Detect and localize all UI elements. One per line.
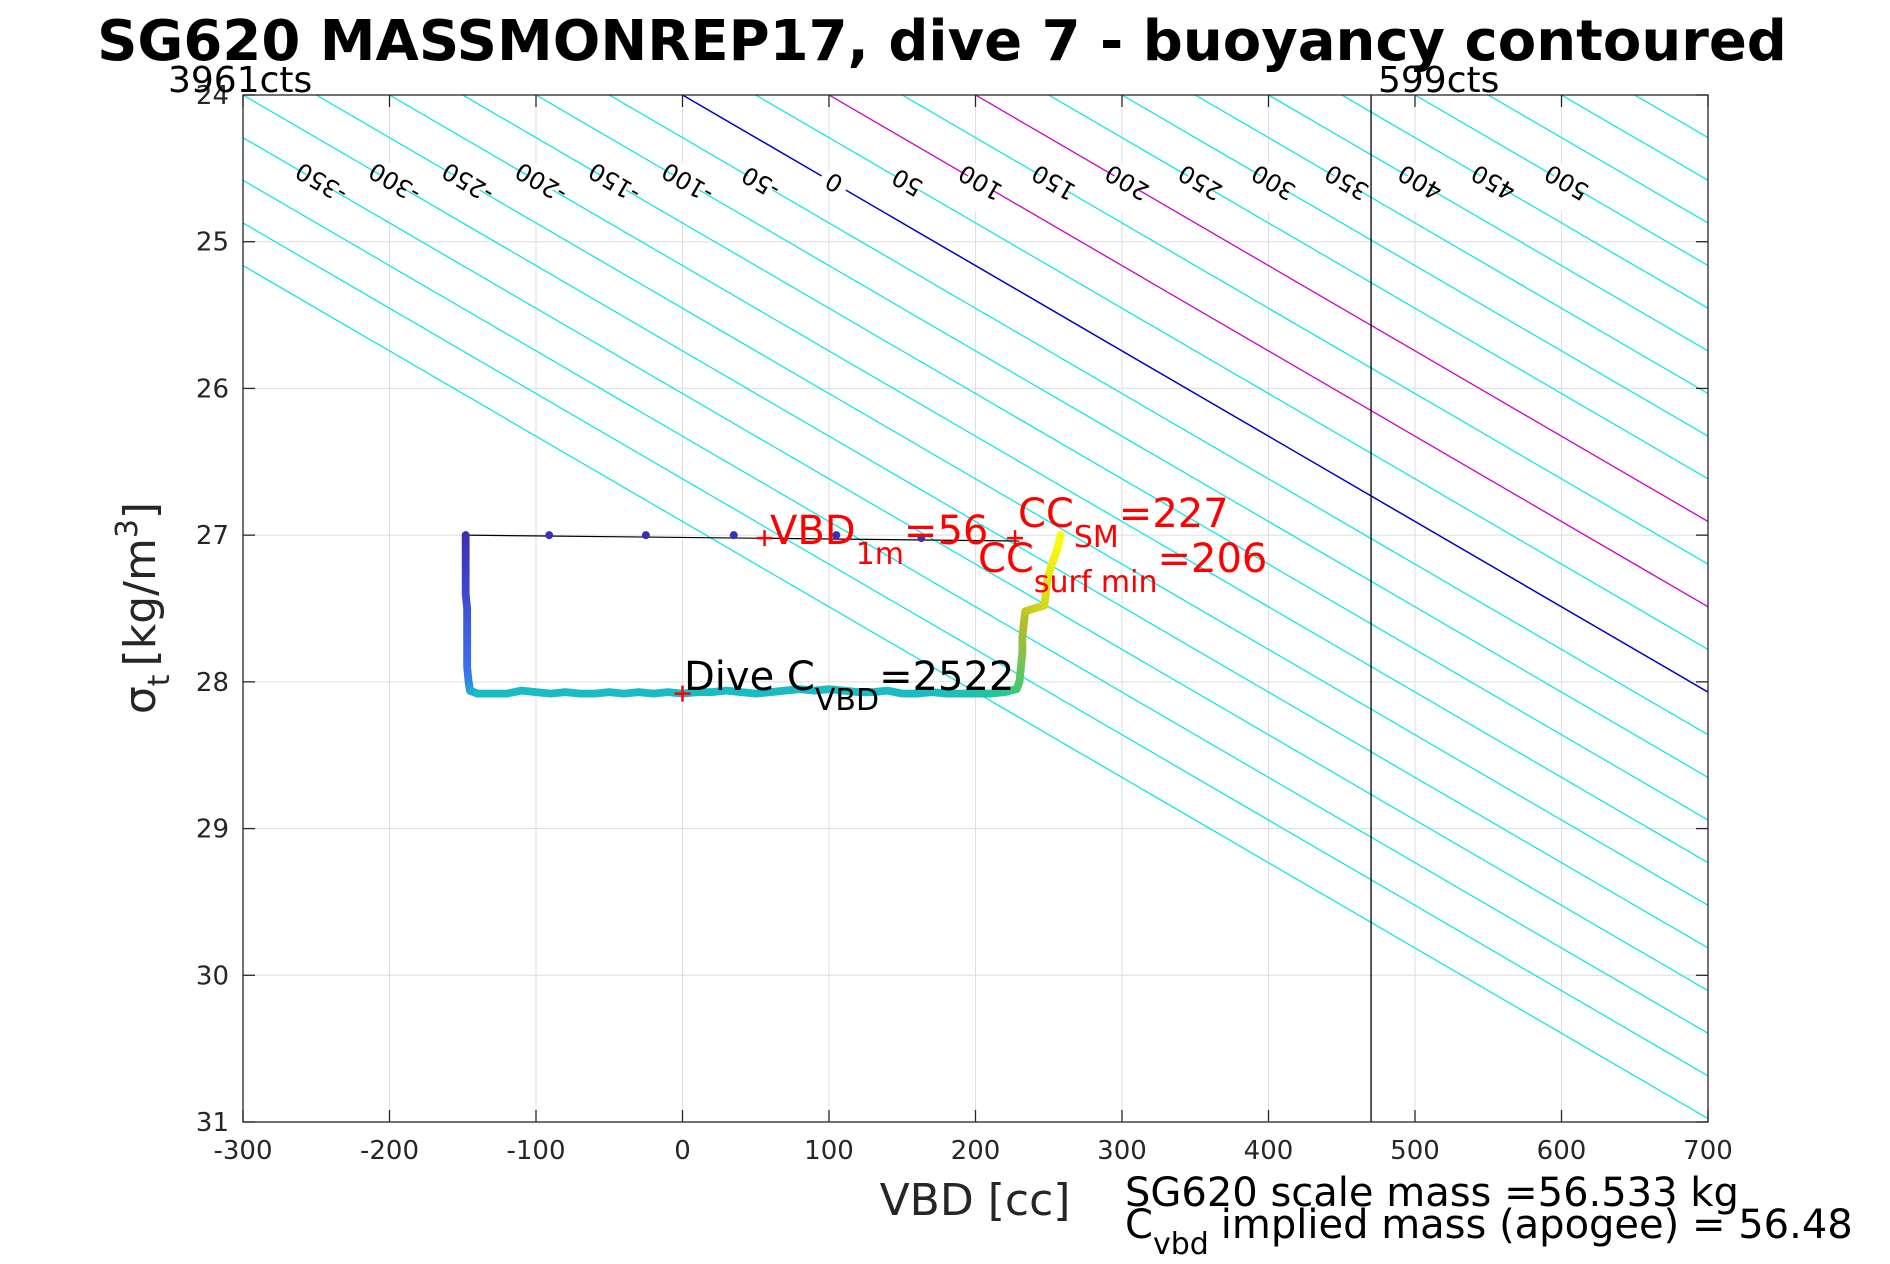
cc-sm-value: =227 — [1119, 491, 1229, 537]
cc-surf-min-main: CC — [978, 536, 1034, 582]
y-axis-label-units: [kg/m — [115, 538, 166, 666]
dive-cvbd-sub: VBD — [815, 683, 879, 718]
y-axis-label-close: ] — [115, 502, 166, 519]
corner-left-label: 3961cts — [168, 60, 312, 101]
surface-point — [730, 531, 738, 539]
y-tick-label: 26 — [196, 374, 229, 404]
y-tick-label: 30 — [196, 961, 229, 991]
x-tick-label: -200 — [360, 1136, 419, 1166]
y-axis-label-main: σ — [115, 686, 166, 714]
y-axis-label-sub: t — [142, 674, 177, 686]
y-tick-label: 31 — [196, 1108, 229, 1138]
cc-sm-main: CC — [1018, 491, 1074, 537]
x-tick-label: 500 — [1390, 1136, 1440, 1166]
y-tick-label: 28 — [196, 668, 229, 698]
cvbd-mass-label: implied mass (apogee) = 56.48 — [1221, 1202, 1853, 1248]
x-tick-label: -100 — [506, 1136, 565, 1166]
cc-sm-sub: SM — [1074, 520, 1119, 555]
vbd-1m-sub: 1m — [856, 537, 904, 572]
x-tick-label: -300 — [213, 1136, 272, 1166]
cc-surf-min-value: =206 — [1158, 536, 1268, 582]
vbd-1m-main: VBD — [770, 508, 856, 554]
surface-point — [642, 531, 650, 539]
dive-cvbd-value: =2522 — [879, 654, 1014, 700]
cc-surf-min-sub: surf min — [1034, 565, 1158, 600]
surface-point — [545, 531, 553, 539]
vbd-1m-value: =56 — [904, 508, 988, 554]
y-tick-label: 27 — [196, 521, 229, 551]
x-tick-label: 0 — [674, 1136, 691, 1166]
x-axis-label: VBD [cc] — [880, 1175, 1071, 1226]
y-tick-label: 25 — [196, 228, 229, 258]
x-tick-label: 600 — [1537, 1136, 1587, 1166]
y-axis-label-sup: 3 — [110, 519, 145, 538]
cvbd-mass-main: C — [1125, 1202, 1153, 1248]
cvbd-mass-sub: vbd — [1153, 1227, 1209, 1260]
x-tick-label: 100 — [804, 1136, 854, 1166]
corner-right-label: 599cts — [1378, 60, 1499, 101]
x-tick-label: 700 — [1683, 1136, 1733, 1166]
chart-title: SG620 MASSMONREP17, dive 7 - buoyancy co… — [97, 9, 1787, 74]
x-tick-label: 200 — [951, 1136, 1001, 1166]
y-tick-label: 29 — [196, 815, 229, 845]
dive-cvbd-main: Dive C — [684, 654, 815, 700]
x-tick-label: 400 — [1244, 1136, 1294, 1166]
x-tick-label: 300 — [1097, 1136, 1147, 1166]
